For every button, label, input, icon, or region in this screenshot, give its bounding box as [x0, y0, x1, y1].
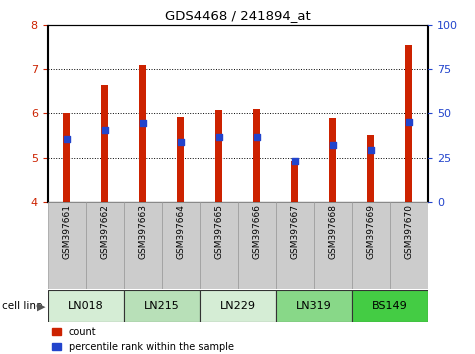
- Text: GSM397667: GSM397667: [290, 204, 299, 259]
- Point: [291, 158, 298, 164]
- Bar: [329, 118, 336, 202]
- Bar: [48, 290, 124, 322]
- Bar: [276, 290, 352, 322]
- Bar: [405, 45, 412, 202]
- Bar: [215, 110, 222, 202]
- Point: [367, 147, 374, 153]
- Bar: [253, 109, 260, 202]
- Text: GSM397663: GSM397663: [138, 204, 147, 259]
- Text: GSM397665: GSM397665: [214, 204, 223, 259]
- Point: [139, 120, 146, 126]
- Text: LN018: LN018: [67, 301, 104, 311]
- Title: GDS4468 / 241894_at: GDS4468 / 241894_at: [165, 9, 310, 22]
- Text: GSM397669: GSM397669: [366, 204, 375, 259]
- Point: [177, 139, 184, 145]
- Point: [253, 134, 260, 139]
- Bar: [291, 161, 298, 202]
- Bar: [200, 290, 276, 322]
- Text: LN215: LN215: [143, 301, 180, 311]
- Point: [63, 136, 70, 142]
- Text: GSM397662: GSM397662: [100, 204, 109, 259]
- Bar: [86, 202, 124, 289]
- Bar: [162, 202, 199, 289]
- Bar: [390, 202, 428, 289]
- Bar: [124, 290, 200, 322]
- Bar: [48, 202, 86, 289]
- Text: ▶: ▶: [37, 301, 45, 311]
- Point: [329, 142, 336, 148]
- Text: BS149: BS149: [371, 301, 408, 311]
- Legend: count, percentile rank within the sample: count, percentile rank within the sample: [52, 327, 234, 352]
- Bar: [367, 136, 374, 202]
- Text: GSM397670: GSM397670: [404, 204, 413, 259]
- Bar: [352, 290, 428, 322]
- Bar: [238, 202, 276, 289]
- Bar: [124, 202, 162, 289]
- Bar: [177, 117, 184, 202]
- Text: LN319: LN319: [295, 301, 332, 311]
- Text: GSM397661: GSM397661: [62, 204, 71, 259]
- Text: cell line: cell line: [2, 301, 43, 311]
- Bar: [101, 85, 108, 202]
- Bar: [276, 202, 314, 289]
- Text: GSM397664: GSM397664: [176, 204, 185, 259]
- Point: [405, 119, 412, 125]
- Text: LN229: LN229: [219, 301, 256, 311]
- Text: GSM397668: GSM397668: [328, 204, 337, 259]
- Bar: [352, 202, 390, 289]
- Bar: [63, 113, 70, 202]
- Bar: [200, 202, 238, 289]
- Text: GSM397666: GSM397666: [252, 204, 261, 259]
- Bar: [139, 65, 146, 202]
- Point: [101, 127, 108, 133]
- Bar: [314, 202, 352, 289]
- Point: [215, 134, 222, 139]
